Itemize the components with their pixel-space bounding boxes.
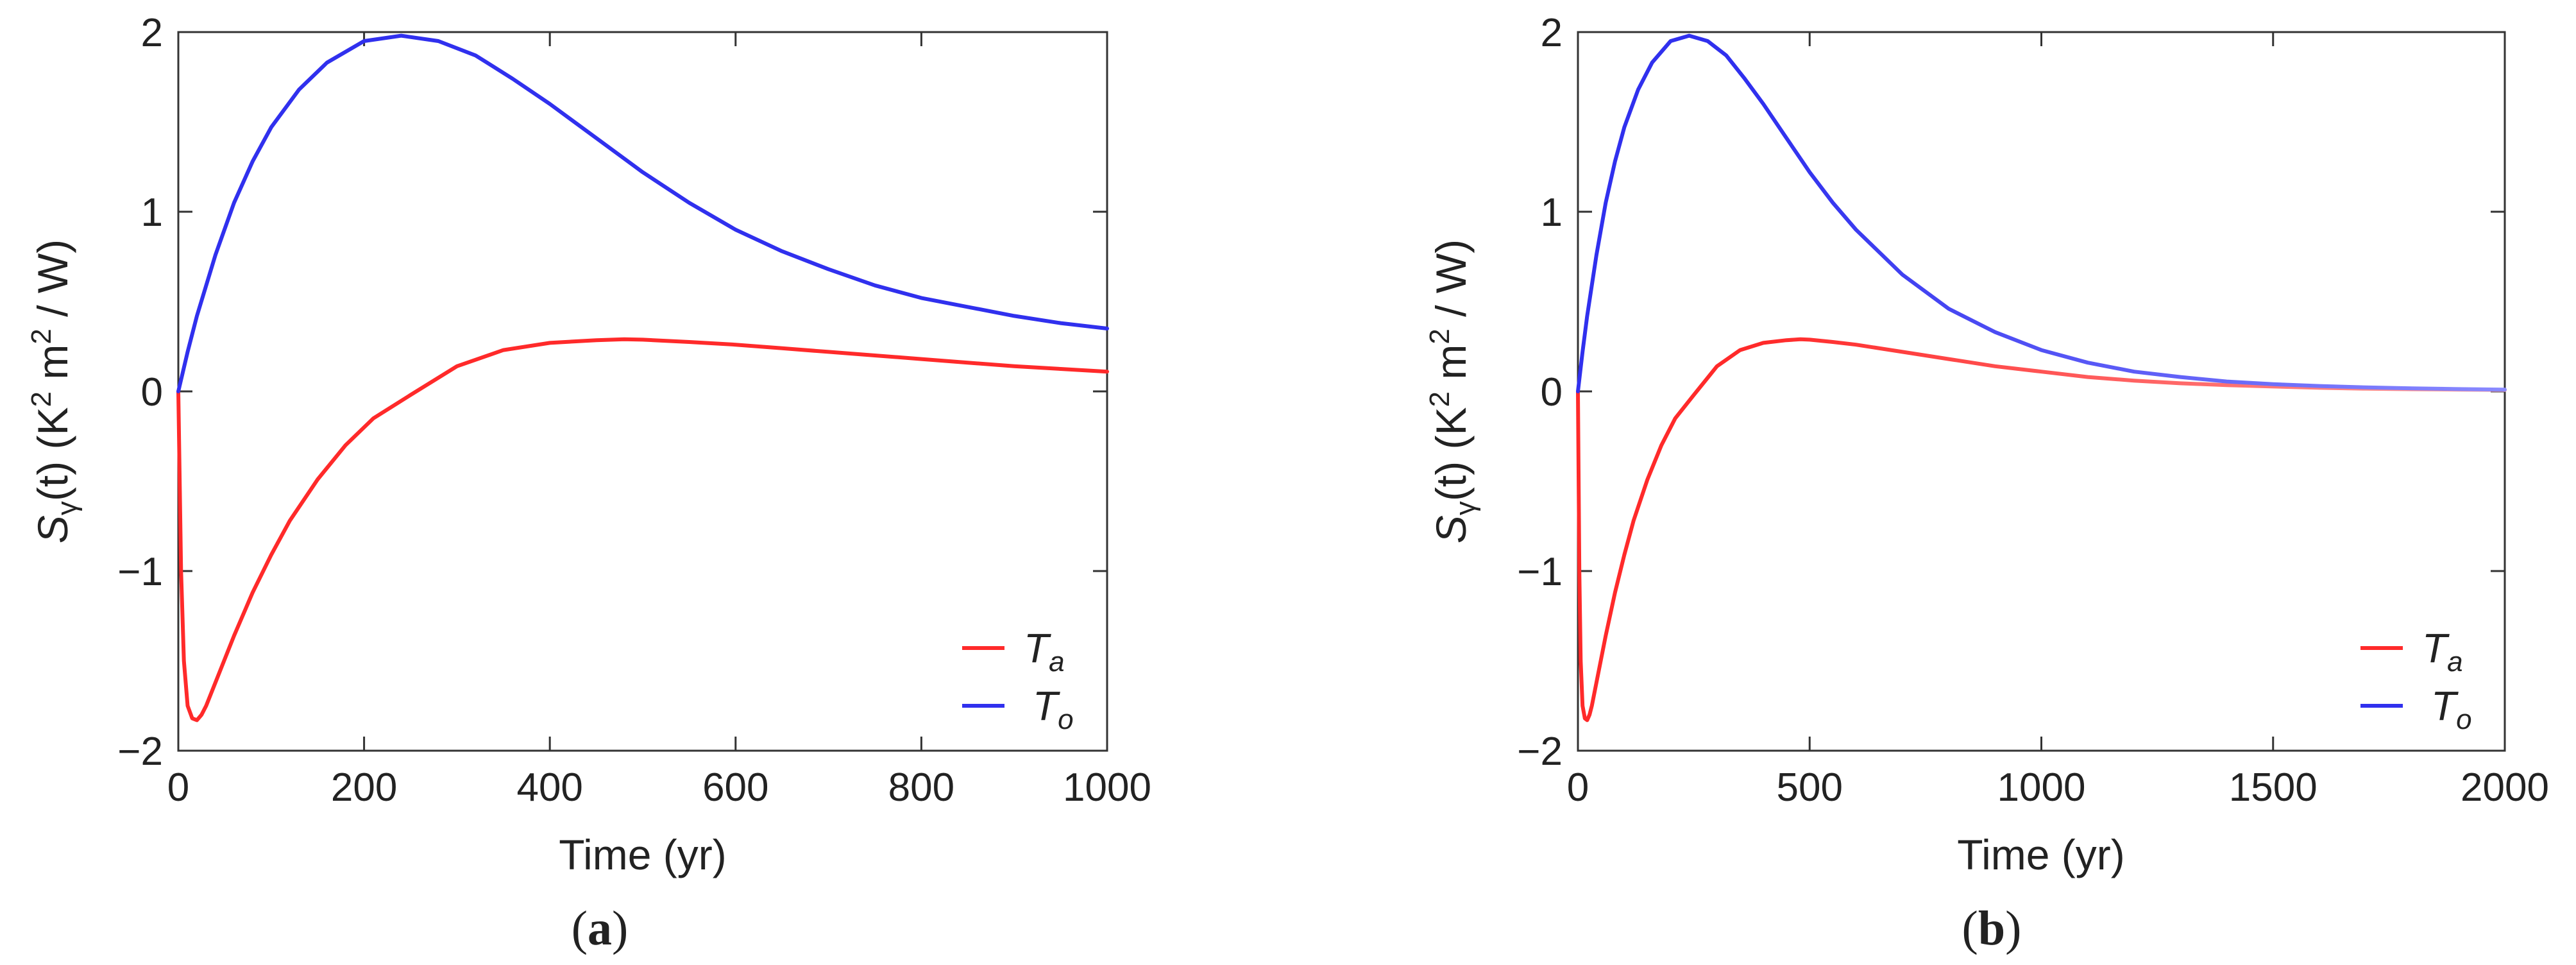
legend: Ta To bbox=[962, 625, 1074, 735]
y-axis-title: Sγ(t) (K2 m2 / W) bbox=[26, 239, 83, 543]
legend-label-ta-sub: a bbox=[1049, 646, 1064, 678]
chart-panel-a: 0 200 400 600 800 1000 −2 −1 0 1 2 Time (yr) Sγ(t… bbox=[26, 11, 1151, 955]
legend-label-ta-base: T bbox=[1024, 625, 1051, 671]
legend-label-ta-base: T bbox=[2422, 625, 2450, 671]
x-ticks: 0 500 1000 1500 2000 bbox=[1567, 32, 2549, 810]
series-line-ta bbox=[1576, 337, 2507, 722]
y-tick-label: −1 bbox=[1517, 550, 1563, 594]
legend-label-ta-sub: a bbox=[2447, 646, 2462, 678]
x-tick-label: 600 bbox=[702, 765, 768, 810]
x-tick-label: 2000 bbox=[2461, 765, 2549, 810]
legend-label-ta: Ta bbox=[2422, 625, 2463, 678]
y-tick-label: −2 bbox=[1517, 730, 1563, 774]
y-axis-title: Sγ(t) (K2 m2 / W) bbox=[1424, 239, 1481, 543]
y-axis-title-units-open: (K bbox=[1427, 407, 1475, 461]
legend-label-to-base: T bbox=[1033, 683, 1060, 729]
y-tick-label: 1 bbox=[141, 191, 163, 235]
y-axis-title-units-rest: m bbox=[1427, 345, 1475, 391]
y-axis-title-sub: γ bbox=[1450, 501, 1481, 515]
y-axis-title-arg: (t) bbox=[1427, 461, 1475, 501]
series-line-to bbox=[1576, 33, 2507, 393]
x-tick-label: 1500 bbox=[2229, 765, 2318, 810]
x-tick-label: 500 bbox=[1777, 765, 1843, 810]
plot-frame bbox=[177, 31, 1108, 752]
legend-label-to-sub: o bbox=[1058, 704, 1073, 735]
y-tick-label: −1 bbox=[117, 550, 163, 594]
x-tick-label: 400 bbox=[516, 765, 582, 810]
y-axis-title-base: S bbox=[1427, 515, 1475, 543]
y-axis-title-units-open: (K bbox=[29, 407, 76, 461]
legend-label-to-sub: o bbox=[2456, 704, 2471, 735]
y-ticks: −2 −1 0 1 2 bbox=[1517, 11, 2505, 774]
legend-label-to: To bbox=[2431, 683, 2472, 735]
y-axis-title-sub: γ bbox=[51, 501, 83, 515]
series-layer bbox=[176, 33, 1109, 722]
y-tick-label: 0 bbox=[141, 370, 163, 414]
y-axis-title-base: S bbox=[29, 515, 76, 543]
x-ticks: 0 200 400 600 800 1000 bbox=[167, 32, 1151, 810]
series-line-to bbox=[176, 33, 1109, 393]
panel-label-b: (b) bbox=[1962, 901, 2022, 955]
x-tick-label: 1000 bbox=[1997, 765, 2086, 810]
legend-label-ta: Ta bbox=[1024, 625, 1065, 678]
x-axis-title: Time (yr) bbox=[1957, 831, 2125, 878]
panel-letter-a: a bbox=[588, 901, 612, 955]
y-axis-title-units-sup: 2 bbox=[26, 391, 57, 407]
x-axis-title: Time (yr) bbox=[559, 831, 727, 878]
legend-label-to: To bbox=[1033, 683, 1074, 735]
y-axis-title-units-sup2: 2 bbox=[26, 329, 57, 344]
x-tick-label: 0 bbox=[167, 765, 189, 810]
y-axis-title-units-rest: m bbox=[29, 345, 76, 391]
chart-panel-b: 0 500 1000 1500 2000 −2 −1 0 1 2 Time (yr) Sγ(t)… bbox=[1424, 11, 2549, 955]
y-axis-title-arg: (t) bbox=[29, 461, 76, 501]
y-tick-label: 2 bbox=[141, 11, 163, 55]
panel-label-a: (a) bbox=[572, 901, 629, 955]
y-ticks: −2 −1 0 1 2 bbox=[117, 11, 1107, 774]
legend: Ta To bbox=[2360, 625, 2472, 735]
series-layer bbox=[1576, 33, 2507, 722]
y-tick-label: 1 bbox=[1541, 191, 1563, 235]
y-axis-title-units-close: / W) bbox=[1427, 239, 1475, 329]
x-tick-label: 200 bbox=[331, 765, 397, 810]
y-tick-label: −2 bbox=[117, 730, 163, 774]
legend-label-to-base: T bbox=[2431, 683, 2459, 729]
x-tick-label: 1000 bbox=[1063, 765, 1151, 810]
y-axis-title-units-close: / W) bbox=[29, 239, 76, 329]
y-tick-label: 0 bbox=[1541, 370, 1563, 414]
panel-letter-b: b bbox=[1978, 901, 2005, 955]
series-line-ta bbox=[176, 337, 1109, 722]
y-axis-title-units-sup: 2 bbox=[1424, 391, 1455, 407]
y-tick-label: 2 bbox=[1541, 11, 1563, 55]
y-axis-title-units-sup2: 2 bbox=[1424, 329, 1455, 344]
plot-frame bbox=[1577, 31, 2506, 752]
x-tick-label: 800 bbox=[888, 765, 954, 810]
x-tick-label: 0 bbox=[1567, 765, 1589, 810]
